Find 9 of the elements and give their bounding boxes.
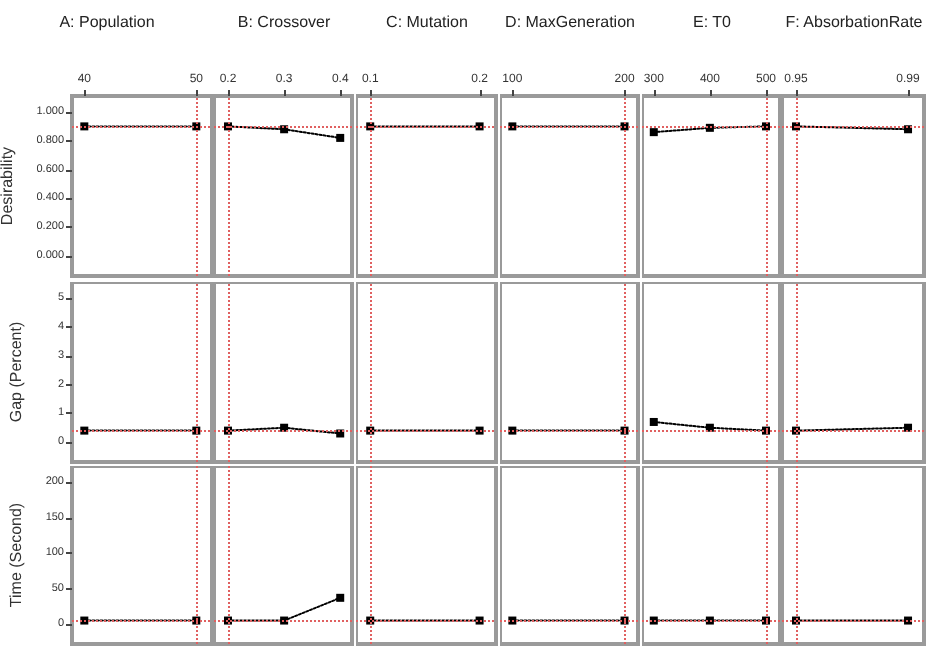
chart-title: E: T0 [693, 13, 733, 31]
chart-title: D: MaxGeneration [505, 13, 635, 31]
chart-title: B: Crossover [237, 13, 331, 31]
chart-title: A: Population [59, 13, 155, 31]
y-axis-title: Time (Second) [6, 502, 25, 608]
chart-title: F: AbsorbationRate [785, 13, 924, 31]
chart-title: C: Mutation [386, 13, 468, 31]
y-axis-title: Gap (Percent) [7, 321, 25, 423]
y-axis-title: Desirability [0, 146, 16, 226]
